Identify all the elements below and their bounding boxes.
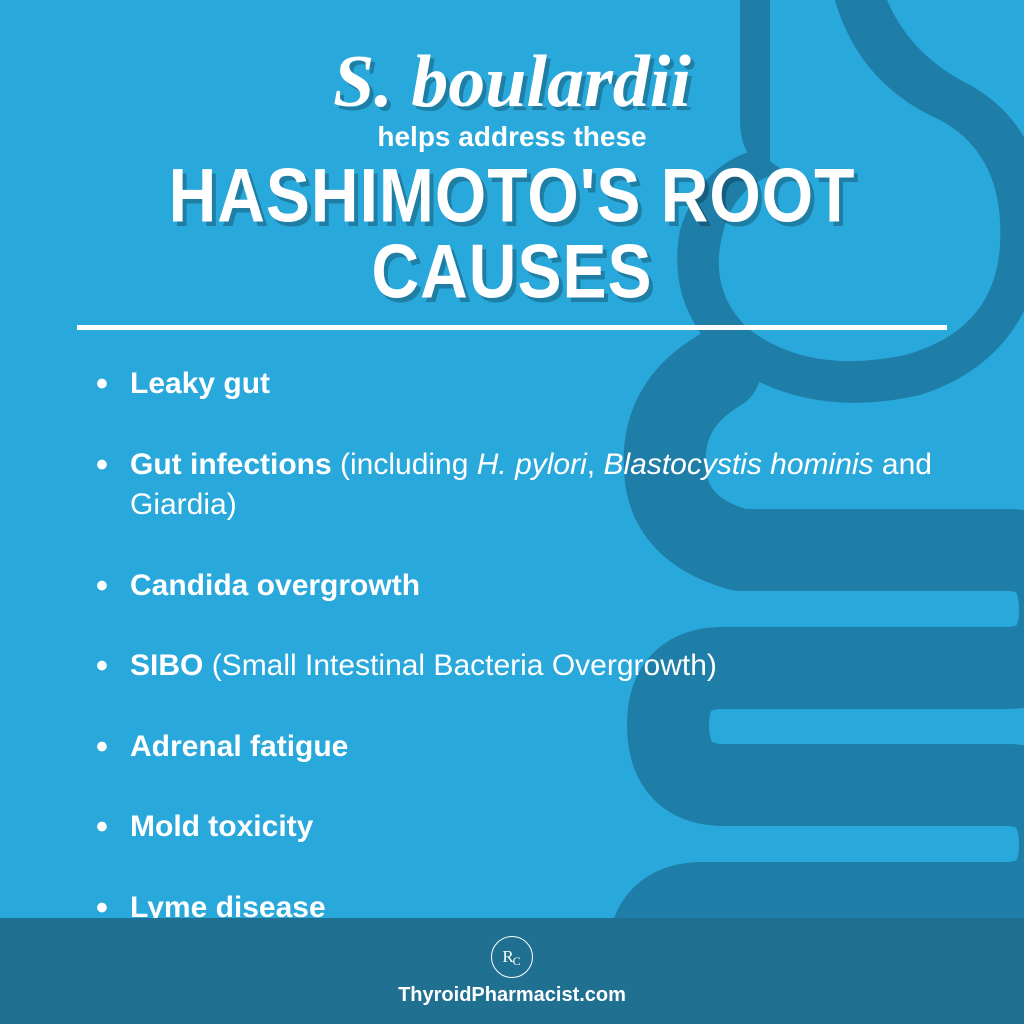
list-item: Mold toxicity (96, 807, 954, 848)
list-item: Candida overgrowth (96, 566, 954, 607)
logo-letter-sub: C (513, 954, 521, 969)
content-block: S. boulardii helps address these HASHIMO… (70, 45, 954, 918)
footer-bar: RC ThyroidPharmacist.com (0, 918, 1024, 1024)
list-item: Gut infections (including H. pylori, Bla… (96, 445, 954, 526)
brand-logo-icon: RC (491, 936, 533, 978)
list-item: Leaky gut (96, 364, 954, 405)
title-subhead: helps address these (70, 121, 954, 153)
footer-domain: ThyroidPharmacist.com (398, 984, 626, 1007)
title-species: S. boulardii (70, 45, 954, 119)
title-main: HASHIMOTO'S ROOT CAUSES (70, 157, 954, 309)
list-item: Lyme disease (96, 888, 954, 919)
list-item: SIBO (Small Intestinal Bacteria Overgrow… (96, 646, 954, 687)
root-causes-list: Leaky gut Gut infections (including H. py… (70, 364, 954, 918)
divider-line (77, 325, 947, 330)
main-panel: S. boulardii helps address these HASHIMO… (0, 0, 1024, 918)
list-item: Adrenal fatigue (96, 727, 954, 768)
infographic-container: S. boulardii helps address these HASHIMO… (0, 0, 1024, 1024)
